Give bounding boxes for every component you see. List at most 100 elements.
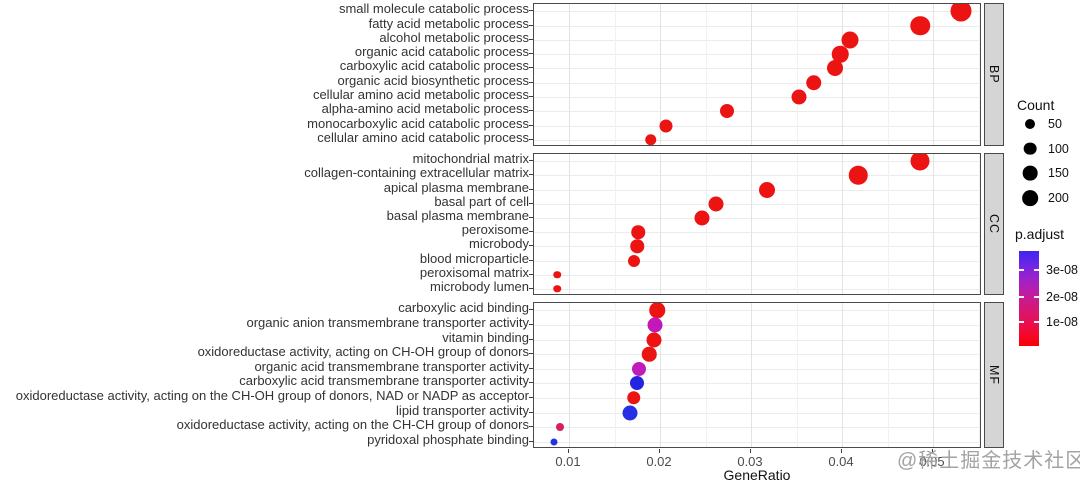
y-tick: [529, 396, 533, 398]
y-tick: [529, 38, 533, 40]
v-gridline-major: [933, 154, 934, 294]
data-point: [849, 166, 868, 185]
h-gridline: [534, 246, 980, 248]
v-gridline-minor: [796, 154, 798, 294]
v-gridline-minor: [978, 154, 980, 294]
data-point: [910, 15, 931, 36]
legend-count-dot: [1022, 166, 1038, 181]
y-axis-label: organic acid biosynthetic process: [337, 72, 530, 88]
v-gridline-major: [842, 303, 843, 447]
y-tick: [529, 309, 533, 311]
v-gridline-minor: [705, 303, 707, 447]
x-tick-label: 0.02: [646, 454, 672, 469]
padjust-colorbar-tick: [1034, 269, 1039, 271]
x-axis-title: GeneRatio: [723, 467, 791, 483]
data-point: [553, 270, 561, 279]
y-axis-label: carboxylic acid transmembrane transporte…: [239, 373, 529, 389]
legend-count-label: 200: [1048, 191, 1069, 206]
facet-strip-label: MF: [987, 364, 1001, 386]
y-tick: [529, 216, 533, 218]
v-gridline-minor: [705, 4, 707, 145]
facet-panel-bp: [533, 3, 981, 146]
h-gridline: [534, 82, 980, 84]
v-gridline-minor: [887, 154, 889, 294]
y-axis-label: small molecule catabolic process: [338, 1, 529, 17]
h-gridline: [534, 324, 980, 326]
y-axis-label: lipid transporter activity: [396, 402, 529, 418]
data-point: [659, 119, 673, 133]
y-axis-label: oxidoreductase activity, acting on the C…: [15, 387, 529, 403]
x-tick: [659, 449, 660, 453]
v-gridline-major: [660, 154, 661, 294]
v-gridline-minor: [978, 303, 980, 447]
x-tick: [841, 449, 842, 453]
y-tick: [529, 81, 533, 83]
y-tick: [529, 67, 533, 69]
v-gridline-major: [569, 4, 570, 145]
y-tick: [529, 440, 533, 442]
v-gridline-minor: [614, 303, 616, 447]
v-gridline-major: [569, 303, 570, 447]
y-axis-label: monocarboxylic acid catabolic process: [307, 115, 529, 131]
v-gridline-major: [751, 4, 752, 145]
y-axis-label: alcohol metabolic process: [379, 29, 529, 45]
h-gridline: [534, 354, 980, 356]
data-point: [649, 303, 666, 319]
y-tick: [529, 426, 533, 428]
y-tick: [529, 10, 533, 12]
x-tick-label: 0.04: [828, 454, 854, 469]
data-point: [647, 317, 662, 333]
y-axis-label: collagen-containing extracellular matrix: [304, 165, 529, 181]
y-axis-label: organic acid catabolic process: [354, 44, 529, 60]
h-gridline: [534, 274, 980, 276]
y-tick: [529, 138, 533, 140]
v-gridline-minor: [614, 4, 616, 145]
facet-strip-cc: CC: [984, 153, 1004, 295]
data-point: [550, 438, 557, 446]
y-axis-label: alpha-amino acid metabolic process: [321, 101, 529, 117]
y-tick: [529, 259, 533, 261]
h-gridline: [534, 68, 980, 70]
h-gridline: [534, 25, 980, 27]
y-tick: [529, 323, 533, 325]
x-tick-label: 0.01: [555, 454, 581, 469]
y-axis-label: carboxylic acid catabolic process: [339, 58, 529, 74]
v-gridline-major: [842, 4, 843, 145]
y-tick: [529, 160, 533, 162]
v-gridline-minor: [796, 4, 798, 145]
y-axis-label: peroxisome: [461, 222, 529, 238]
y-tick: [529, 188, 533, 190]
data-point: [831, 45, 849, 63]
h-gridline: [534, 368, 980, 370]
facet-strip-bp: BP: [984, 3, 1004, 146]
x-tick: [750, 449, 751, 453]
data-point: [626, 391, 641, 405]
h-gridline: [534, 39, 980, 41]
h-gridline: [534, 260, 980, 262]
facet-panel-mf: [533, 302, 981, 448]
h-gridline: [534, 232, 980, 234]
data-point: [841, 31, 859, 49]
legend-count-dot: [1023, 142, 1037, 156]
padjust-colorbar-tick: [1019, 296, 1024, 298]
padjust-colorbar-tick: [1034, 321, 1039, 323]
v-gridline-major: [842, 154, 843, 294]
v-gridline-minor: [614, 154, 616, 294]
h-gridline: [534, 441, 980, 443]
data-point: [632, 361, 647, 376]
h-gridline: [534, 397, 980, 399]
y-axis-label: vitamin binding: [442, 329, 529, 345]
h-gridline: [534, 161, 980, 163]
y-tick: [529, 231, 533, 233]
legend-count-label: 150: [1048, 166, 1069, 181]
h-gridline: [534, 339, 980, 341]
padjust-colorbar-tick: [1019, 269, 1024, 271]
legend-count-dot: [1022, 190, 1038, 206]
y-axis-label: oxidoreductase activity, acting on CH-OH…: [197, 344, 529, 360]
y-axis-label: fatty acid metabolic process: [368, 15, 529, 31]
y-tick: [529, 273, 533, 275]
h-gridline: [534, 288, 980, 290]
h-gridline: [534, 203, 980, 205]
data-point: [630, 376, 645, 391]
data-point: [758, 181, 775, 198]
